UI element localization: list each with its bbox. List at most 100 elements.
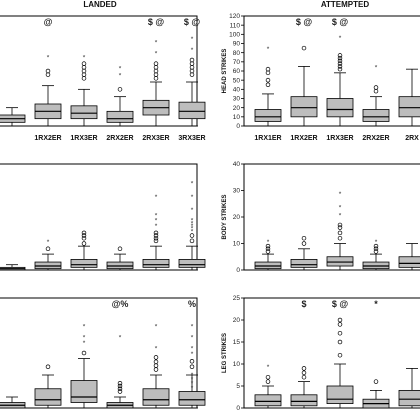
outlier-point bbox=[189, 359, 195, 364]
extreme-point: * bbox=[191, 220, 194, 227]
outlier-point bbox=[189, 238, 195, 244]
outlier-point bbox=[301, 235, 307, 241]
box-iqr bbox=[398, 389, 420, 407]
y-tick-label: 0 bbox=[236, 267, 240, 274]
extreme-point: * bbox=[155, 51, 158, 58]
category-label: 1RX3ER bbox=[70, 135, 97, 142]
box-6: * * $ @ 3RX3ER bbox=[178, 17, 205, 142]
outlier-point bbox=[265, 379, 271, 384]
extreme-point: * bbox=[119, 65, 122, 72]
box-iqr bbox=[178, 391, 206, 406]
outlier-point bbox=[265, 246, 271, 252]
extreme-point: * bbox=[339, 212, 342, 219]
extreme-point: * bbox=[191, 207, 194, 214]
outlier-point bbox=[81, 72, 87, 77]
outlier-point bbox=[265, 249, 271, 254]
extreme-point: * bbox=[375, 64, 378, 71]
extreme-point: * bbox=[83, 324, 86, 331]
outlier-point bbox=[301, 366, 307, 371]
y-tick-label: 120 bbox=[229, 13, 240, 20]
outlier-point bbox=[265, 66, 271, 72]
y-tick-label: 10 bbox=[233, 114, 241, 121]
box-3: $ @ bbox=[326, 299, 354, 409]
y-tick-label: 25 bbox=[233, 295, 241, 302]
extreme-point: * bbox=[191, 385, 194, 392]
outlier-point bbox=[81, 65, 87, 70]
y-tick-label: 0 bbox=[236, 405, 240, 412]
extreme-point: * bbox=[191, 376, 194, 383]
outlier-point bbox=[337, 55, 343, 61]
extreme-point: * bbox=[155, 218, 158, 225]
extreme-point: * bbox=[191, 335, 194, 342]
box-1: * bbox=[254, 364, 282, 409]
outlier-point bbox=[337, 339, 343, 345]
outlier-point bbox=[153, 363, 159, 368]
outlier-point bbox=[153, 355, 159, 360]
category-label: 1RX1ER bbox=[254, 135, 281, 142]
extreme-point: * bbox=[375, 239, 378, 246]
column-title-attempted: ATTEMPTED bbox=[321, 0, 370, 9]
outlier-point bbox=[81, 68, 87, 74]
outlier-point bbox=[337, 235, 343, 241]
outlier-point bbox=[117, 389, 123, 394]
outlier-point bbox=[189, 65, 195, 70]
extreme-point: * bbox=[191, 381, 194, 388]
box-1 bbox=[0, 107, 26, 127]
y-tick-label: 40 bbox=[233, 161, 241, 168]
box-6: ********% bbox=[178, 299, 206, 409]
box-5 bbox=[398, 367, 420, 409]
category-label: 1RX3ER bbox=[326, 135, 353, 142]
box-iqr bbox=[254, 109, 282, 122]
extreme-point: * bbox=[339, 35, 342, 42]
y-tick-label: 30 bbox=[233, 188, 241, 195]
outlier-point bbox=[337, 230, 343, 236]
y-axis-label: LEG STRIKES bbox=[222, 333, 228, 373]
panels: *@1RX2ER*1RX3ER**2RX2ER**$ @2RX3ER**$ @3… bbox=[0, 13, 420, 412]
panel-landed-1: *@1RX2ER*1RX3ER**2RX2ER**$ @2RX3ER**$ @3… bbox=[0, 15, 206, 142]
panel-attempted-3: 0 5 10 15 20 25 LEG STRIKES * $ $ @ * bbox=[222, 295, 420, 412]
outlier-point bbox=[337, 322, 343, 327]
outlier-point bbox=[189, 233, 195, 238]
box-iqr bbox=[254, 394, 282, 407]
box-5: **** bbox=[142, 194, 170, 271]
extreme-point: * bbox=[191, 194, 194, 201]
outlier-point bbox=[337, 61, 343, 66]
y-tick-label: 90 bbox=[233, 41, 241, 48]
extreme-point: * bbox=[47, 239, 50, 246]
extreme-point: * bbox=[119, 73, 122, 80]
box-2 bbox=[290, 235, 318, 271]
outlier-point bbox=[153, 235, 159, 241]
box-1 bbox=[0, 396, 26, 409]
extreme-point: * bbox=[339, 204, 342, 211]
box-1 bbox=[0, 264, 26, 271]
box-6: ******** bbox=[178, 181, 206, 271]
extreme-point: * bbox=[119, 335, 122, 342]
extreme-point: * bbox=[191, 351, 194, 358]
box-iqr bbox=[254, 261, 282, 270]
extreme-point: * bbox=[191, 372, 194, 379]
outlier-point bbox=[117, 383, 123, 389]
outlier-point bbox=[373, 249, 379, 254]
box-iqr bbox=[70, 380, 98, 403]
box-iqr bbox=[362, 109, 390, 122]
outlier-point bbox=[337, 222, 343, 228]
box-4: * @% bbox=[106, 299, 134, 409]
box-iqr bbox=[362, 261, 390, 270]
box-iqr bbox=[34, 261, 62, 270]
outlier-point bbox=[265, 243, 271, 249]
box-iqr bbox=[290, 96, 318, 118]
box-iqr bbox=[142, 258, 170, 268]
extreme-point: * bbox=[155, 223, 158, 230]
significance-label: % bbox=[188, 299, 196, 309]
category-label: 2RX3ER bbox=[142, 135, 169, 142]
outlier-point bbox=[153, 65, 159, 70]
outlier-point bbox=[81, 61, 87, 66]
y-tick-label: 80 bbox=[233, 50, 241, 57]
box-1: * 1RX1ER bbox=[254, 46, 281, 142]
outlier-point bbox=[265, 374, 271, 380]
y-axis-label: HEAD STRIKES bbox=[222, 49, 228, 94]
y-tick-label: 20 bbox=[233, 317, 241, 324]
outlier-point bbox=[153, 367, 159, 372]
box-3: *** bbox=[326, 191, 354, 271]
box-3 bbox=[70, 230, 98, 271]
